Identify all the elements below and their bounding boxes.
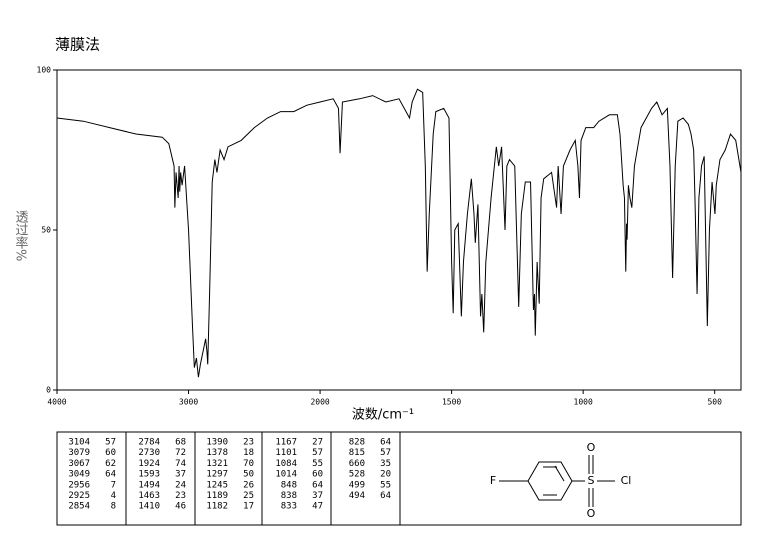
peak-transmittance: 64 (380, 491, 391, 501)
peak-transmittance: 4 (111, 491, 116, 501)
peak-wavenumber: 1390 (206, 438, 228, 448)
peak-transmittance: 46 (175, 502, 186, 512)
peak-wavenumber: 2925 (68, 491, 90, 501)
x-axis-label: 波数/cm⁻¹ (352, 408, 414, 423)
y-tick-label: 50 (41, 226, 51, 235)
peak-wavenumber: 1167 (275, 438, 297, 448)
peak-transmittance: 57 (105, 438, 116, 448)
peak-wavenumber: 1378 (206, 448, 228, 458)
table-lines (125, 432, 401, 525)
peak-wavenumber: 1410 (138, 502, 160, 512)
peak-transmittance: 18 (243, 448, 254, 458)
peak-transmittance: 7 (111, 480, 116, 490)
x-tick-label: 4000 (47, 398, 66, 407)
x-tick-label: 500 (707, 398, 722, 407)
peak-transmittance: 55 (312, 459, 323, 469)
peak-transmittance: 24 (175, 480, 186, 490)
peak-transmittance: 23 (243, 438, 254, 448)
atom: S (588, 474, 595, 487)
peak-wavenumber: 660 (349, 459, 365, 469)
peak-wavenumber: 2854 (68, 502, 90, 512)
peak-wavenumber: 499 (349, 480, 365, 490)
peak-transmittance: 35 (380, 459, 391, 469)
peak-transmittance: 37 (175, 470, 186, 480)
peak-transmittance: 17 (243, 502, 254, 512)
peak-wavenumber: 1463 (138, 491, 160, 501)
peak-transmittance: 25 (243, 491, 254, 501)
peak-transmittance: 70 (243, 459, 254, 469)
peak-transmittance: 26 (243, 480, 254, 490)
spectrum-line (56, 88, 742, 378)
peak-transmittance: 8 (111, 502, 116, 512)
peak-wavenumber: 1182 (206, 502, 228, 512)
peak-transmittance: 57 (380, 448, 391, 458)
y-tick-label: 0 (46, 386, 51, 395)
peak-transmittance: 72 (175, 448, 186, 458)
atom: Cl (621, 474, 632, 487)
peak-wavenumber: 528 (349, 470, 365, 480)
peak-wavenumber: 848 (281, 480, 297, 490)
peak-wavenumber: 1924 (138, 459, 160, 469)
molecule-bonds (499, 455, 615, 507)
peak-wavenumber: 1593 (138, 470, 160, 480)
peak-transmittance: 47 (312, 502, 323, 512)
peak-transmittance: 57 (312, 448, 323, 458)
peak-transmittance: 60 (105, 448, 116, 458)
peak-wavenumber: 1245 (206, 480, 228, 490)
peak-wavenumber: 1014 (275, 470, 297, 480)
peak-transmittance: 37 (312, 491, 323, 501)
plot-frame (56, 69, 742, 391)
peak-transmittance: 74 (175, 459, 186, 469)
peak-wavenumber: 838 (281, 491, 297, 501)
peak-wavenumber: 1297 (206, 470, 228, 480)
peak-wavenumber: 2956 (68, 480, 90, 490)
peak-wavenumber: 2784 (138, 438, 160, 448)
peak-transmittance: 20 (380, 470, 391, 480)
peak-wavenumber: 3104 (68, 438, 90, 448)
peak-wavenumber: 1084 (275, 459, 297, 469)
peak-wavenumber: 1321 (206, 459, 228, 469)
peak-transmittance: 55 (380, 480, 391, 490)
peak-transmittance: 64 (105, 470, 116, 480)
peak-wavenumber: 1189 (206, 491, 228, 501)
peak-transmittance: 64 (380, 438, 391, 448)
y-axis-label: 透过率% (13, 210, 29, 261)
peak-wavenumber: 1494 (138, 480, 160, 490)
title: 薄膜法 (55, 36, 100, 54)
atom: O (587, 507, 596, 520)
peak-transmittance: 23 (175, 491, 186, 501)
peak-wavenumber: 2730 (138, 448, 160, 458)
peak-wavenumber: 815 (349, 448, 365, 458)
x-tick-label: 3000 (179, 398, 198, 407)
peak-wavenumber: 3079 (68, 448, 90, 458)
peak-wavenumber: 494 (349, 491, 365, 501)
peak-wavenumber: 828 (349, 438, 365, 448)
table-frame (56, 431, 742, 526)
peak-wavenumber: 1101 (275, 448, 297, 458)
peak-transmittance: 50 (243, 470, 254, 480)
y-tick-label: 100 (37, 66, 52, 75)
x-tick-label: 1500 (442, 398, 461, 407)
peak-transmittance: 60 (312, 470, 323, 480)
peak-wavenumber: 3067 (68, 459, 90, 469)
x-tick-label: 2000 (310, 398, 329, 407)
peak-transmittance: 68 (175, 438, 186, 448)
atom: F (490, 474, 496, 487)
x-tick-label: 1000 (574, 398, 593, 407)
peak-wavenumber: 833 (281, 502, 297, 512)
peak-transmittance: 27 (312, 438, 323, 448)
peak-transmittance: 62 (105, 459, 116, 469)
peak-wavenumber: 3049 (68, 470, 90, 480)
peak-transmittance: 64 (312, 480, 323, 490)
atom: O (587, 441, 596, 454)
